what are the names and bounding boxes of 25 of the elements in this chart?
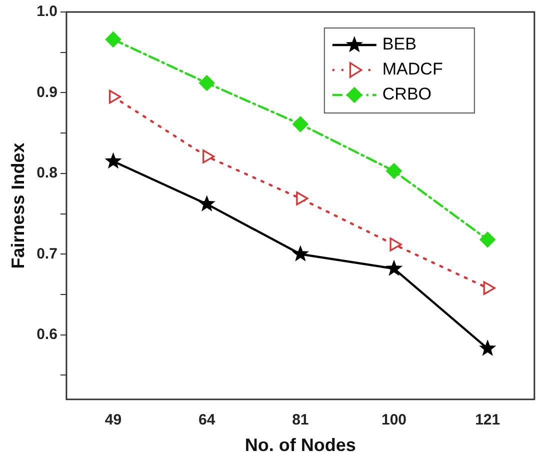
- point: [479, 340, 496, 356]
- legend-label: BEB: [382, 34, 416, 54]
- x-axis-title: No. of Nodes: [244, 435, 356, 456]
- point: [198, 195, 216, 212]
- x-tick-label: 100: [382, 412, 407, 429]
- point: [105, 32, 122, 48]
- y-tick-label: 1.0: [36, 3, 58, 20]
- x-tick-label: 49: [104, 412, 122, 429]
- point: [480, 232, 496, 248]
- y-tick-label: 0.7: [36, 245, 58, 262]
- point: [385, 260, 403, 276]
- x-tick-label: 81: [292, 412, 309, 429]
- y-tick-label: 0.9: [36, 84, 58, 101]
- point: [104, 152, 122, 169]
- point: [199, 75, 215, 91]
- point: [292, 245, 309, 262]
- y-tick-label: 0.8: [36, 164, 58, 182]
- x-tick-label: 121: [475, 412, 500, 429]
- x-tick-label: 64: [198, 412, 216, 429]
- point: [386, 163, 402, 179]
- point: [292, 116, 308, 132]
- y-tick-label: 0.6: [36, 326, 58, 343]
- legend-label: CRBO: [382, 84, 432, 104]
- y-axis-title: Fairness Index: [8, 142, 28, 269]
- legend-label: MADCF: [382, 60, 443, 79]
